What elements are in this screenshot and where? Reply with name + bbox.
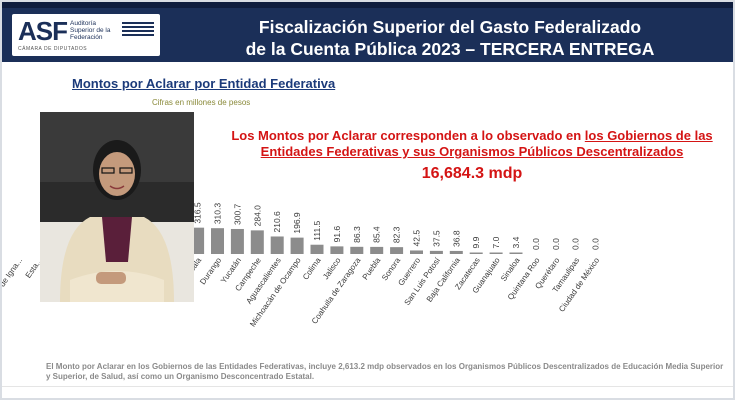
title-line-2: de la Cuenta Pública 2023 – TERCERA ENTR… (245, 39, 655, 59)
logo-bars-icon (122, 22, 154, 42)
callout-text-link: los Gobiernos de las Entidades Federativ… (260, 128, 713, 159)
bar-13 (270, 236, 284, 254)
header-banner: ASF Auditoría Superior de la Federación … (2, 2, 733, 62)
bar-25 (509, 252, 523, 254)
bar-24 (489, 252, 503, 254)
bar-22 (449, 250, 463, 254)
value-label-9: 316.5 (193, 202, 203, 224)
logo-text: ASF (18, 16, 68, 46)
value-label-26: 0.0 (531, 238, 541, 250)
bar-21 (429, 250, 443, 254)
logo-subtitle: Auditoría Superior de la Federación (70, 20, 111, 41)
value-label-10: 310.3 (213, 203, 223, 225)
callout-text-part1: Los Montos por Aclarar corresponden a lo… (231, 128, 585, 143)
value-label-29: 0.0 (591, 238, 601, 250)
page-title: Fiscalización Superior del Gasto Federal… (170, 16, 730, 60)
category-label-10: Durango (198, 256, 223, 287)
logo-caption: CÁMARA DE DIPUTADOS (18, 46, 88, 52)
value-label-20: 42.5 (412, 230, 422, 247)
bar-14 (290, 237, 304, 254)
category-label-15: Colima (301, 256, 323, 282)
bar-11 (230, 228, 244, 254)
bar-12 (250, 230, 264, 254)
bar-20 (410, 250, 423, 254)
header-stripe (2, 2, 733, 8)
value-label-17: 86.3 (352, 226, 362, 243)
bar-19 (390, 247, 404, 254)
value-label-13: 210.6 (272, 211, 282, 233)
value-label-11: 300.7 (232, 203, 242, 225)
value-label-27: 0.0 (551, 238, 561, 250)
callout-total: 16,684.3 mdp (421, 165, 523, 182)
value-label-18: 85.4 (372, 226, 382, 243)
footnote: El Monto por Aclarar en los Gobiernos de… (46, 362, 724, 381)
value-label-28: 0.0 (571, 238, 581, 250)
section-title: Montos por Aclarar por Entidad Federativ… (72, 76, 336, 91)
bar-18 (370, 246, 384, 254)
bar-15 (310, 244, 324, 254)
units-note: Cifras en millones de pesos (152, 98, 251, 107)
bar-23 (469, 252, 483, 254)
bar-10 (211, 228, 224, 254)
value-label-12: 284.0 (252, 205, 262, 227)
value-label-21: 37.5 (431, 230, 441, 247)
value-label-14: 196.9 (292, 212, 302, 234)
speaker-photo (40, 112, 194, 302)
category-label-0: Veracruz de Igna... (2, 256, 24, 316)
bar-9 (191, 227, 205, 254)
value-label-22: 36.8 (451, 230, 461, 247)
bar-17 (350, 246, 364, 254)
bar-16 (330, 246, 344, 254)
asf-logo: ASF Auditoría Superior de la Federación … (12, 14, 160, 56)
callout-text: Los Montos por Aclarar corresponden a lo… (214, 128, 730, 160)
value-label-23: 9.9 (471, 236, 481, 248)
value-label-15: 111.5 (312, 220, 322, 240)
value-label-16: 91.6 (332, 226, 342, 243)
value-label-25: 3.4 (511, 236, 521, 248)
title-line-1: Fiscalización Superior del Gasto Federal… (258, 17, 642, 37)
value-label-24: 7.0 (491, 236, 501, 248)
divider (2, 386, 733, 387)
value-label-19: 82.3 (392, 226, 402, 243)
